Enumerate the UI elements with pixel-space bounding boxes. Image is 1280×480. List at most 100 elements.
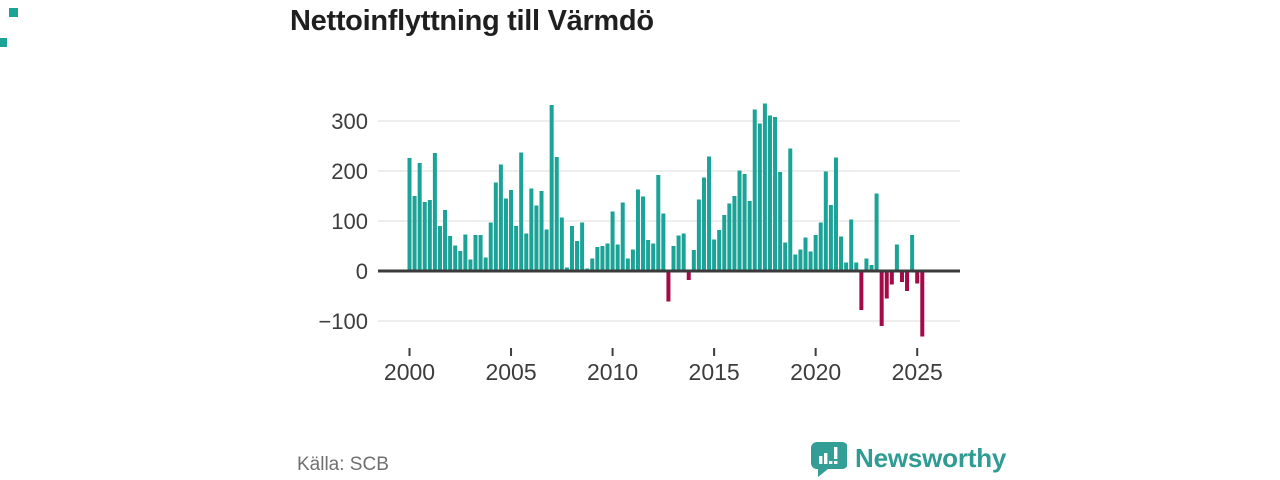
bar-2023-Q2 — [879, 271, 884, 326]
bar-2020-Q3 — [823, 171, 828, 271]
bar-2017-Q1 — [752, 109, 757, 271]
source-caption: Källa: SCB — [297, 454, 389, 475]
bar-2024-Q4 — [910, 235, 915, 271]
x-axis-label-2015: 2015 — [689, 359, 740, 385]
bar-2004-Q2 — [493, 182, 498, 271]
newsworthy-logo-icon — [811, 442, 847, 477]
bar-2006-Q2 — [534, 205, 539, 271]
bar-2018-Q3 — [783, 242, 788, 271]
bar-2017-Q3 — [762, 103, 767, 271]
bar-2011-Q2 — [635, 189, 640, 271]
newsworthy-logo-text: Newsworthy — [855, 443, 1007, 473]
bar-2005-Q2 — [514, 226, 519, 271]
bar-2020-Q1 — [813, 235, 818, 271]
y-axis-label-200: 200 — [331, 159, 368, 184]
x-axis-label-2010: 2010 — [587, 359, 638, 385]
bar-2024-Q3 — [905, 271, 910, 291]
bar-2025-Q2 — [920, 271, 925, 337]
bar-2018-Q1 — [773, 117, 778, 271]
bar-2003-Q4 — [483, 257, 488, 271]
bar-2003-Q2 — [473, 235, 478, 271]
bar-2006-Q4 — [544, 229, 549, 271]
bar-2001-Q1 — [427, 200, 432, 271]
bar-2011-Q1 — [630, 249, 635, 271]
bar-2001-Q4 — [443, 210, 448, 271]
y-axis-label--100: −100 — [318, 309, 368, 334]
bar-2006-Q1 — [529, 188, 534, 271]
bar-2005-Q3 — [519, 152, 524, 271]
bar-2013-Q1 — [671, 246, 676, 271]
bar-2001-Q2 — [432, 153, 437, 271]
bar-2020-Q2 — [818, 222, 823, 271]
bar-2018-Q2 — [778, 172, 783, 271]
bar-2025-Q1 — [915, 271, 920, 284]
bar-2016-Q1 — [732, 196, 737, 271]
bar-2009-Q3 — [600, 246, 605, 271]
bar-2018-Q4 — [788, 148, 793, 271]
bar-2017-Q4 — [767, 115, 772, 271]
bar-2010-Q4 — [625, 258, 630, 271]
bar-2020-Q4 — [828, 205, 833, 271]
x-axis-label-2000: 2000 — [384, 359, 435, 385]
bar-2007-Q2 — [554, 157, 559, 271]
y-axis-label-0: 0 — [356, 259, 368, 284]
bar-2019-Q4 — [808, 251, 813, 271]
bar-2006-Q3 — [539, 191, 544, 271]
x-axis-label-2020: 2020 — [790, 359, 841, 385]
bar-2023-Q1 — [874, 193, 879, 271]
bar-2021-Q4 — [849, 219, 854, 271]
bar-2010-Q1 — [610, 211, 615, 271]
bar-2008-Q2 — [575, 241, 580, 271]
bar-2023-Q4 — [889, 271, 894, 285]
y-axis-label-100: 100 — [331, 209, 368, 234]
bar-2005-Q1 — [509, 190, 514, 271]
bar-2008-Q1 — [569, 226, 574, 271]
bar-2019-Q1 — [793, 254, 798, 271]
bar-2009-Q1 — [590, 258, 595, 271]
bar-2015-Q2 — [717, 230, 722, 271]
bar-2016-Q3 — [742, 174, 747, 271]
bar-2021-Q3 — [844, 262, 849, 271]
bar-2022-Q1 — [854, 262, 859, 271]
bar-2012-Q2 — [656, 175, 661, 271]
bar-2022-Q3 — [864, 258, 869, 271]
bar-2012-Q3 — [661, 213, 666, 271]
bar-2000-Q2 — [412, 196, 417, 271]
bar-2012-Q1 — [651, 243, 656, 271]
bar-2024-Q2 — [899, 271, 904, 282]
bar-2013-Q3 — [681, 233, 686, 271]
bar-2019-Q2 — [798, 249, 803, 271]
bar-2021-Q1 — [833, 157, 838, 271]
bar-2022-Q4 — [869, 265, 874, 271]
bar-2000-Q3 — [417, 163, 422, 271]
x-axis-label-2025: 2025 — [892, 359, 943, 385]
bar-2002-Q4 — [463, 234, 468, 271]
bar-2002-Q2 — [453, 245, 458, 271]
bar-2023-Q3 — [884, 271, 889, 299]
teal-marker-top-left — [9, 8, 18, 17]
bar-2011-Q3 — [641, 196, 646, 271]
bar-2002-Q1 — [448, 236, 453, 271]
bar-2007-Q3 — [559, 217, 564, 271]
bar-2009-Q2 — [595, 247, 600, 271]
bar-2001-Q3 — [437, 226, 442, 271]
bar-2015-Q4 — [727, 203, 732, 271]
bar-2014-Q1 — [691, 250, 696, 271]
bar-2024-Q1 — [894, 244, 899, 271]
bar-2000-Q1 — [407, 158, 412, 271]
bar-2007-Q1 — [549, 105, 554, 271]
chart-title: Nettoinflyttning till Värmdö — [290, 5, 654, 37]
bar-2004-Q4 — [503, 198, 508, 271]
bar-2014-Q4 — [707, 156, 712, 271]
newsworthy-logo[interactable]: Newsworthy — [810, 441, 1006, 479]
bar-2009-Q4 — [605, 243, 610, 271]
bar-2016-Q2 — [737, 170, 742, 271]
bar-2016-Q4 — [747, 201, 752, 271]
bar-2013-Q4 — [686, 271, 691, 280]
bar-2010-Q2 — [615, 244, 620, 271]
teal-marker-left-edge — [0, 38, 7, 47]
bar-2004-Q1 — [488, 222, 493, 271]
bar-2021-Q2 — [839, 236, 844, 271]
x-axis-label-2005: 2005 — [485, 359, 536, 385]
